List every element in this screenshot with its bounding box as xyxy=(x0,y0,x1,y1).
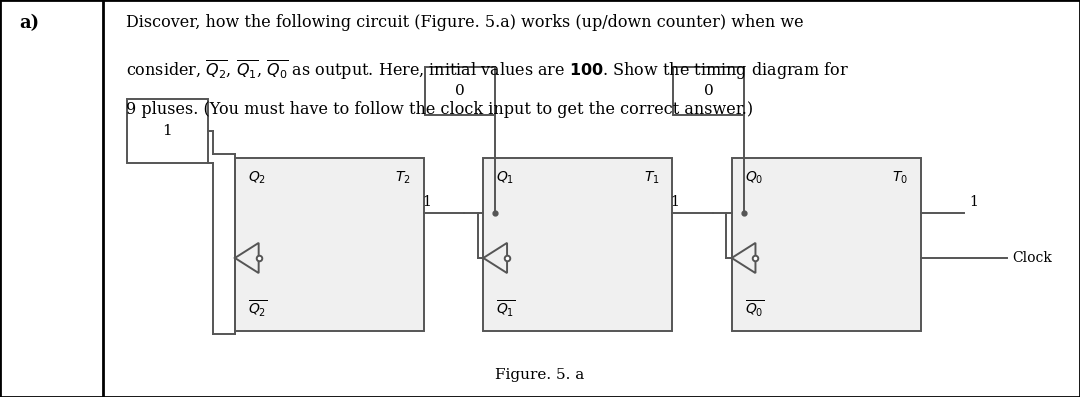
Text: $T_2$: $T_2$ xyxy=(395,170,410,186)
Text: $\overline{Q_1}$: $\overline{Q_1}$ xyxy=(497,298,516,318)
Text: $T_0$: $T_0$ xyxy=(892,170,907,186)
Text: $Q_2$: $Q_2$ xyxy=(248,170,266,186)
Bar xyxy=(732,158,920,330)
Bar xyxy=(424,67,495,115)
Text: 1: 1 xyxy=(162,124,173,138)
Bar xyxy=(674,67,744,115)
Text: Clock: Clock xyxy=(1013,251,1052,265)
Bar xyxy=(235,158,423,330)
Text: Discover, how the following circuit (Figure. 5.a) works (up/down counter) when w: Discover, how the following circuit (Fig… xyxy=(126,14,804,31)
Text: $Q_1$: $Q_1$ xyxy=(497,170,514,186)
Text: 0: 0 xyxy=(703,84,714,98)
Text: $\overline{Q_0}$: $\overline{Q_0}$ xyxy=(745,298,765,318)
Text: $T_1$: $T_1$ xyxy=(644,170,659,186)
Text: 9 pluses. (You must have to follow the clock input to get the correct answer.): 9 pluses. (You must have to follow the c… xyxy=(126,101,754,118)
Text: $\overline{Q_2}$: $\overline{Q_2}$ xyxy=(248,298,268,318)
Text: consider, $\overline{Q_2}$, $\overline{Q_1}$, $\overline{Q_0}$ as output. Here, : consider, $\overline{Q_2}$, $\overline{Q… xyxy=(126,58,849,81)
Text: Figure. 5. a: Figure. 5. a xyxy=(496,368,584,382)
Text: 1: 1 xyxy=(970,195,978,209)
Bar xyxy=(127,99,207,163)
Text: 1: 1 xyxy=(422,195,431,209)
Bar xyxy=(484,158,672,330)
Text: 0: 0 xyxy=(455,84,465,98)
Text: $Q_0$: $Q_0$ xyxy=(745,170,764,186)
Text: 1: 1 xyxy=(671,195,679,209)
Text: a): a) xyxy=(19,14,40,32)
